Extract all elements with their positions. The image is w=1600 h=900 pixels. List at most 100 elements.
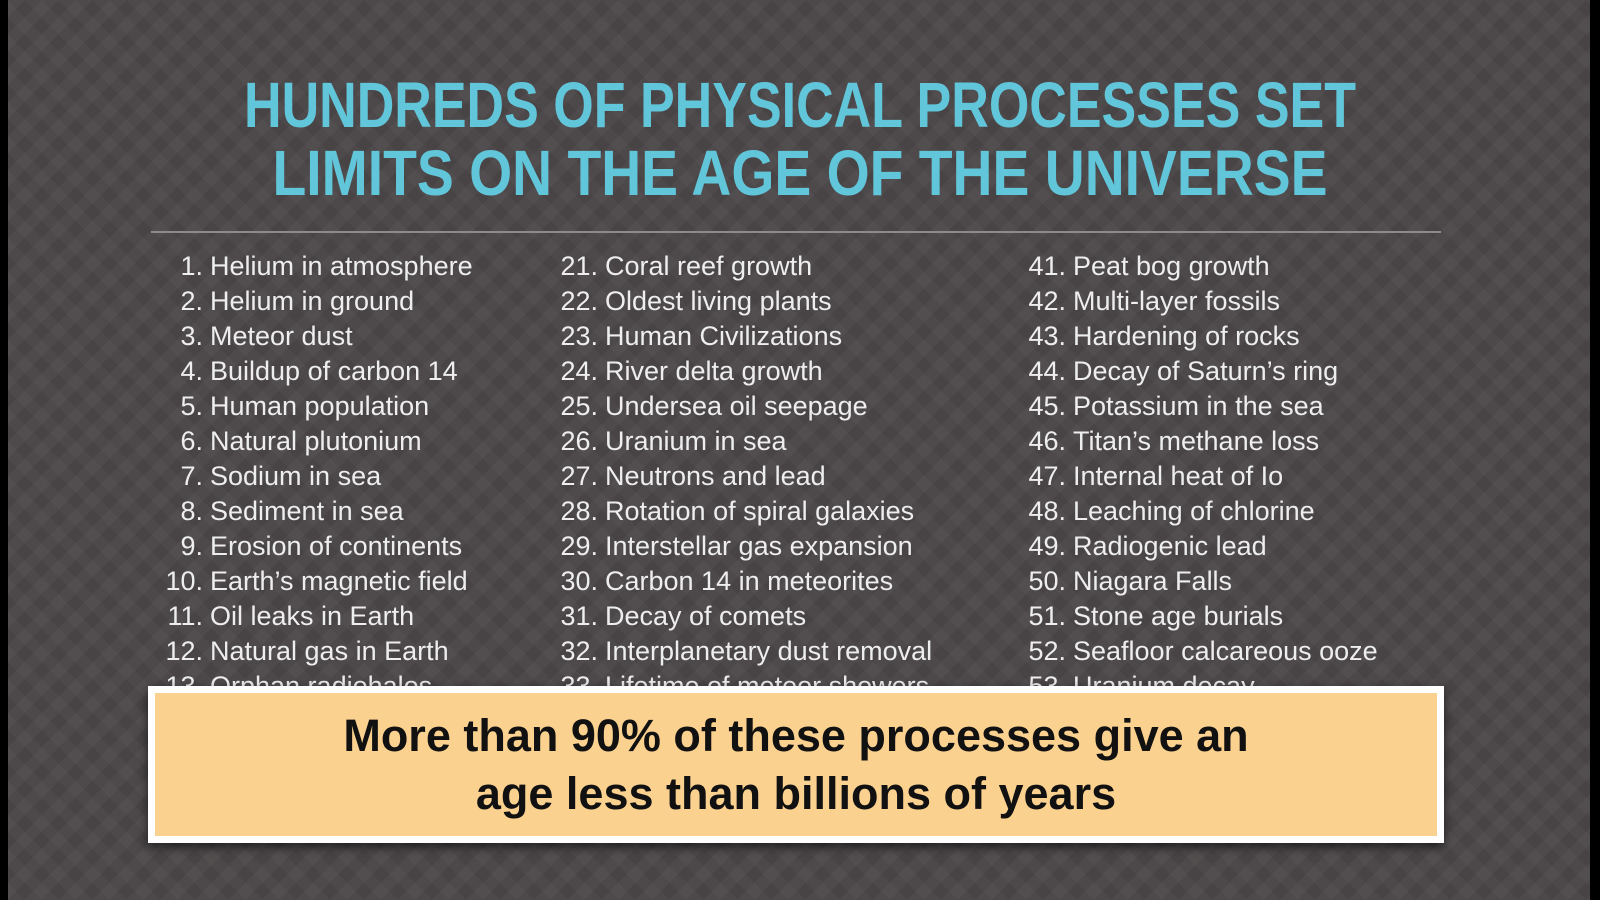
process-item: 30. Carbon 14 in meteorites [552, 564, 932, 599]
process-item: 28. Rotation of spiral galaxies [552, 494, 932, 529]
item-text: Interstellar gas expansion [605, 531, 913, 561]
item-number: 45. [1028, 391, 1066, 421]
process-item: 8. Sediment in sea [157, 494, 473, 529]
item-text: Stone age burials [1073, 601, 1284, 631]
item-text: Neutrons and lead [605, 461, 826, 491]
process-item: 50. Niagara Falls [1020, 564, 1378, 599]
item-text: Decay of comets [605, 601, 807, 631]
title-line: HUNDREDS OF PHYSICAL PROCESSES SET [244, 69, 1356, 141]
item-text: Human population [210, 391, 430, 421]
process-item: 31. Decay of comets [552, 599, 932, 634]
process-item: 25. Undersea oil seepage [552, 389, 932, 424]
item-text: Natural gas in Earth [210, 636, 449, 666]
item-number: 43. [1028, 321, 1066, 351]
process-item: 27. Neutrons and lead [552, 459, 932, 494]
item-text: Oldest living plants [605, 286, 832, 316]
item-number: 52. [1028, 636, 1066, 666]
item-text: Helium in atmosphere [210, 251, 473, 281]
item-text: Internal heat of Io [1073, 461, 1284, 491]
process-item: 5. Human population [157, 389, 473, 424]
item-number: 27. [560, 461, 598, 491]
item-text: Rotation of spiral galaxies [605, 496, 915, 526]
item-text: Hardening of rocks [1073, 321, 1300, 351]
item-number: 2. [180, 286, 203, 316]
item-text: Peat bog growth [1073, 251, 1270, 281]
item-text: Buildup of carbon 14 [210, 356, 458, 386]
item-text: Sediment in sea [210, 496, 404, 526]
item-number: 22. [560, 286, 598, 316]
item-number: 44. [1028, 356, 1066, 386]
item-text: Titan’s methane loss [1073, 426, 1320, 456]
process-item: 52. Seafloor calcareous ooze [1020, 634, 1378, 669]
item-text: Natural plutonium [210, 426, 422, 456]
title: HUNDREDS OF PHYSICAL PROCESSES SET LIMIT… [244, 69, 1356, 209]
process-item: 49. Radiogenic lead [1020, 529, 1378, 564]
item-number: 47. [1028, 461, 1066, 491]
process-column: 41. Peat bog growth 42. Multi-layer fossils… [1020, 249, 1378, 704]
process-item: 47. Internal heat of Io [1020, 459, 1378, 494]
process-item: 3. Meteor dust [157, 319, 473, 354]
item-number: 8. [180, 496, 203, 526]
callout-box: More than 90% of these processes give an… [148, 686, 1444, 843]
item-text: Interplanetary dust removal [605, 636, 933, 666]
item-number: 21. [560, 251, 598, 281]
process-item: 22. Oldest living plants [552, 284, 932, 319]
process-item: 48. Leaching of chlorine [1020, 494, 1378, 529]
item-number: 11. [167, 601, 203, 631]
item-text: Leaching of chlorine [1073, 496, 1315, 526]
item-text: Potassium in the sea [1073, 391, 1324, 421]
item-text: Human Civilizations [605, 321, 843, 351]
process-item: 24. River delta growth [552, 354, 932, 389]
process-item: 21. Coral reef growth [552, 249, 932, 284]
process-item: 44. Decay of Saturn’s ring [1020, 354, 1378, 389]
process-column: 21. Coral reef growth 22. Oldest living pla… [552, 249, 932, 704]
process-item: 10. Earth’s magnetic field [157, 564, 473, 599]
item-text: Niagara Falls [1073, 566, 1233, 596]
item-number: 48. [1028, 496, 1066, 526]
process-item: 9. Erosion of continents [157, 529, 473, 564]
item-number: 25. [560, 391, 598, 421]
item-number: 23. [560, 321, 598, 351]
process-column: 1. Helium in atmosphere 2. Helium in ground… [157, 249, 473, 704]
item-number: 4. [180, 356, 203, 386]
item-text: Sodium in sea [210, 461, 382, 491]
item-number: 32. [560, 636, 598, 666]
item-number: 42. [1028, 286, 1066, 316]
item-number: 24. [560, 356, 598, 386]
process-item: 42. Multi-layer fossils [1020, 284, 1378, 319]
item-text: Erosion of continents [210, 531, 463, 561]
process-item: 11. Oil leaks in Earth [157, 599, 473, 634]
item-number: 49. [1028, 531, 1066, 561]
process-item: 51. Stone age burials [1020, 599, 1378, 634]
item-text: Undersea oil seepage [605, 391, 868, 421]
item-number: 9. [180, 531, 203, 561]
item-number: 10. [165, 566, 203, 596]
callout-line: age less than billions of years [475, 767, 1117, 819]
item-text: Multi-layer fossils [1073, 286, 1281, 316]
title-line: LIMITS ON THE AGE OF THE UNIVERSE [273, 137, 1328, 209]
process-item: 26. Uranium in sea [552, 424, 932, 459]
item-text: Seafloor calcareous ooze [1073, 636, 1378, 666]
process-item: 2. Helium in ground [157, 284, 473, 319]
item-number: 46. [1028, 426, 1066, 456]
process-item: 7. Sodium in sea [157, 459, 473, 494]
item-number: 26. [560, 426, 598, 456]
process-item: 29. Interstellar gas expansion [552, 529, 932, 564]
item-number: 1. [180, 251, 203, 281]
item-number: 6. [180, 426, 203, 456]
process-item: 43. Hardening of rocks [1020, 319, 1378, 354]
item-text: Uranium in sea [605, 426, 787, 456]
item-text: Meteor dust [210, 321, 353, 351]
item-number: 5. [180, 391, 203, 421]
callout-line: More than 90% of these processes give an [343, 709, 1249, 761]
item-number: 51. [1028, 601, 1066, 631]
item-number: 29. [560, 531, 598, 561]
item-number: 7. [180, 461, 203, 491]
process-item: 46. Titan’s methane loss [1020, 424, 1378, 459]
item-text: Radiogenic lead [1073, 531, 1267, 561]
process-item: 4. Buildup of carbon 14 [157, 354, 473, 389]
process-item: 6. Natural plutonium [157, 424, 473, 459]
item-number: 31. [560, 601, 598, 631]
item-text: Decay of Saturn’s ring [1073, 356, 1339, 386]
